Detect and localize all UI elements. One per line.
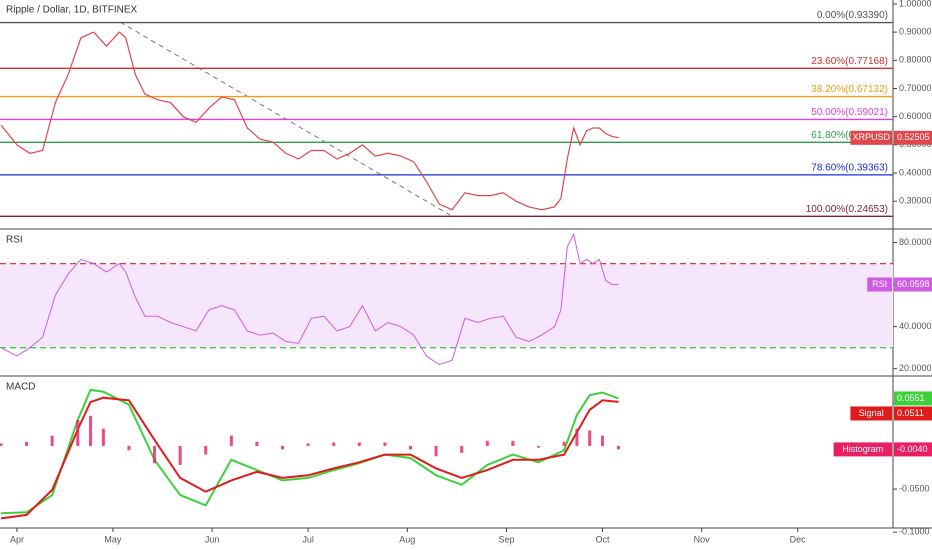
name-badge [867, 277, 892, 292]
histogram-bar [50, 435, 54, 446]
fib-label: 78.60%(0.39363) [811, 162, 888, 173]
histogram-bar [536, 445, 540, 448]
value-label: 60.0598 [897, 279, 930, 289]
value-label: -0.0040 [897, 444, 928, 454]
histogram-bar [575, 428, 579, 446]
histogram-bar [332, 442, 336, 446]
name-label: Signal [859, 408, 884, 418]
x-tick-label: Oct [595, 534, 610, 544]
y-tick-label: 1.00000 [899, 0, 932, 8]
histogram-bar [511, 440, 515, 446]
trend-line [119, 21, 451, 216]
x-tick-label: Sep [498, 534, 514, 544]
x-tick-label: Aug [399, 534, 415, 544]
histogram-bar [383, 442, 387, 446]
pane-title: Ripple / Dollar, 1D, BITFINEX [6, 5, 137, 16]
y-tick-label: 0.90000 [899, 27, 932, 37]
y-tick-label: 0.60000 [899, 111, 932, 121]
value-label: 0.52505 [897, 132, 930, 142]
histogram-bar [357, 442, 361, 446]
pane-title: MACD [6, 382, 35, 393]
fib-label: 50.00%(0.59021) [811, 107, 888, 118]
y-tick-label: 80.0000 [899, 237, 932, 247]
histogram-bar [25, 441, 29, 446]
y-tick-label: -0.1000 [899, 527, 930, 537]
x-tick-label: Dec [790, 534, 807, 544]
fib-label: 0.00%(0.93390) [817, 10, 888, 21]
histogram-bar [485, 440, 489, 446]
histogram-bar [255, 441, 259, 446]
fib-label: 61.80%(0.50910) [811, 130, 888, 141]
name-label: XRPUSD [852, 132, 890, 142]
series-line [0, 232, 619, 366]
histogram-bar [204, 445, 208, 455]
series-line [0, 31, 619, 211]
x-tick-label: Jun [205, 534, 220, 544]
name-badge [850, 406, 892, 421]
x-tick-label: Jul [302, 534, 314, 544]
histogram-bar [409, 445, 413, 450]
x-tick-label: Apr [10, 534, 24, 544]
x-tick-label: Nov [694, 534, 711, 544]
name-badge [833, 442, 892, 457]
histogram-bar [434, 445, 438, 457]
histogram-bar [600, 435, 604, 446]
histogram-bar [101, 428, 105, 446]
y-tick-label: 0.40000 [899, 167, 932, 177]
pane-title: RSI [6, 235, 23, 246]
name-label: Histogram [842, 444, 883, 454]
fib-label: 38.20%(0.67132) [811, 84, 888, 95]
value-label: 0.0511 [897, 408, 924, 418]
y-tick-label: 0.30000 [899, 196, 932, 206]
series-line [0, 396, 619, 520]
histogram-bar [616, 445, 620, 450]
name-badge [850, 130, 892, 145]
value-box [894, 277, 932, 292]
histogram-bar [588, 430, 592, 446]
value-box [894, 406, 932, 421]
histogram-bar [178, 445, 182, 465]
value-box [894, 391, 932, 406]
band-fill [0, 263, 893, 348]
histogram-bar [306, 443, 310, 446]
value-box [894, 130, 932, 145]
histogram-bar [76, 420, 80, 446]
value-label: 0.0551 [897, 393, 925, 403]
histogram-bar [127, 445, 131, 451]
fib-label: 23.60%(0.77168) [811, 56, 888, 67]
value-box [894, 442, 932, 457]
y-tick-label: 0.70000 [899, 83, 932, 93]
x-tick-label: May [104, 534, 122, 544]
histogram-bar [281, 445, 285, 450]
fib-label: 100.00%(0.24653) [806, 204, 888, 215]
histogram-bar [460, 445, 464, 453]
histogram-bar [153, 445, 157, 464]
y-tick-label: -0.0500 [899, 483, 930, 493]
y-tick-label: 20.0000 [899, 363, 932, 373]
histogram-bar [89, 415, 93, 446]
name-label: RSI [872, 279, 887, 289]
histogram-bar [229, 435, 233, 446]
histogram-bar [562, 441, 566, 446]
y-tick-label: 40.0000 [899, 321, 932, 331]
histogram-bar [0, 443, 3, 446]
y-tick-label: 0.80000 [899, 55, 932, 65]
